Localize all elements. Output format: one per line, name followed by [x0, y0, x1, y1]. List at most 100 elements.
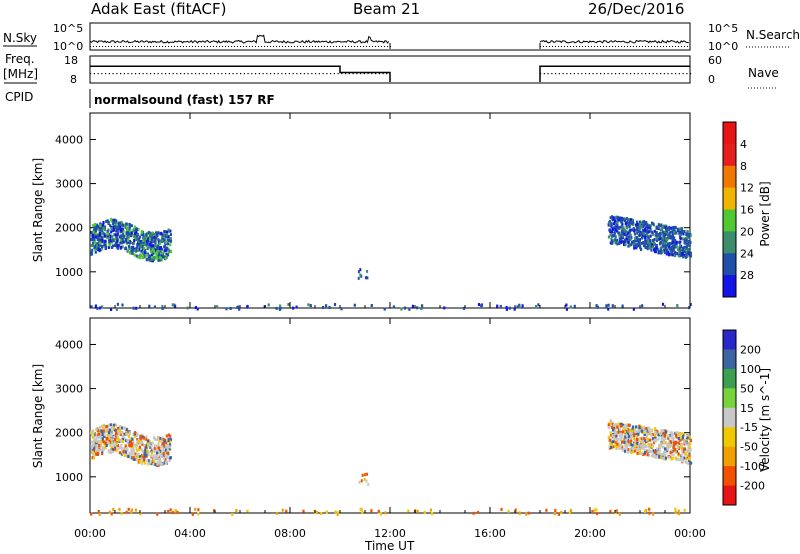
nsearch-dot [243, 46, 244, 47]
echo-cell [619, 422, 622, 426]
echo-cell [144, 235, 147, 239]
echo-cell [655, 239, 658, 243]
echo-cell [96, 440, 99, 444]
echo-cell [118, 438, 121, 442]
echo-cell [129, 440, 132, 444]
echo-cell [197, 512, 200, 516]
echo-cell [658, 454, 661, 458]
echo-cell [336, 512, 339, 516]
nsearch-dot [240, 46, 241, 47]
echo-cell [660, 429, 663, 433]
echo-cell [681, 248, 684, 252]
echo-cell [149, 460, 152, 464]
echo-cell [660, 455, 663, 459]
nsearch-dot [330, 46, 331, 47]
echo-cell [129, 241, 132, 245]
echo-cell [156, 455, 159, 459]
nsearch-dot [339, 46, 340, 47]
echo-cell [358, 480, 361, 484]
echo-cell [671, 431, 674, 435]
echo-cell [136, 233, 139, 237]
echo-cell [101, 244, 104, 248]
echo-cell [623, 440, 626, 444]
nave-dot [198, 73, 200, 75]
echo-cell [644, 430, 647, 434]
cpid-label: CPID [5, 90, 33, 104]
echo-cell [623, 448, 626, 452]
echo-cell [638, 223, 642, 226]
echo-cell [138, 460, 141, 464]
echo-cell [164, 455, 167, 458]
echo-cell [96, 244, 99, 248]
echo-cell [650, 434, 653, 438]
echo-cell [142, 247, 145, 251]
echo-cell [513, 307, 516, 311]
echo-cell [359, 273, 362, 277]
nsearch-dot [342, 46, 343, 47]
echo-cell [137, 452, 140, 456]
nave-dot [386, 73, 388, 75]
echo-cell [235, 509, 238, 512]
echo-cell [158, 258, 161, 262]
echo-cell [328, 306, 331, 309]
echo-cell [619, 432, 622, 436]
echo-cell [620, 430, 623, 434]
echo-cell [624, 445, 627, 449]
echo-cell [137, 460, 140, 464]
echo-cell [628, 220, 631, 224]
echo-cell [142, 436, 146, 440]
echo-cell [157, 256, 161, 260]
echo-cell [612, 239, 615, 243]
echo-cell [676, 444, 679, 448]
echo-cell [640, 247, 643, 251]
nave-dot [592, 73, 594, 75]
nsearch-dot [90, 46, 91, 47]
echo-cell [639, 449, 642, 452]
echo-cell [148, 440, 151, 444]
echo-cell [147, 444, 150, 448]
echo-cell [655, 453, 658, 457]
noise-top-tick-right: 10^5 [708, 22, 738, 35]
echo-cell [140, 233, 143, 236]
echo-cell [165, 252, 168, 256]
echo-cell [662, 431, 665, 435]
echo-cell [128, 443, 131, 447]
echo-cell [152, 448, 155, 452]
echo-cell [156, 462, 159, 466]
echo-cell [302, 509, 305, 513]
nsearch-dot [363, 46, 364, 47]
nsearch-dot [108, 46, 109, 47]
nave-dot [382, 73, 384, 75]
echo-cell [635, 223, 638, 227]
noise-bottom-tick-right: 10^0 [708, 40, 738, 53]
power-echoes [90, 215, 692, 311]
echo-cell [167, 452, 170, 456]
echo-cell [669, 440, 672, 444]
echo-cell [636, 223, 639, 226]
echo-cell [92, 241, 95, 245]
echo-cell [135, 231, 138, 235]
echo-cell [103, 434, 106, 438]
nave-dot [120, 73, 122, 75]
echo-cell [671, 456, 674, 460]
echo-cell [472, 511, 475, 515]
echo-cell [643, 451, 646, 455]
echo-cell [672, 231, 675, 235]
echo-cell [129, 453, 132, 457]
echo-cell [119, 429, 122, 433]
echo-cell [110, 230, 113, 234]
echo-cell [99, 426, 102, 430]
echo-cell [645, 225, 648, 229]
nave-dot [645, 73, 647, 75]
echo-cell [129, 455, 132, 459]
nsearch-dot [327, 46, 328, 47]
echo-cell [267, 303, 270, 307]
nsearch-dot [564, 46, 565, 47]
echo-cell [624, 437, 627, 441]
echo-cell [151, 256, 154, 259]
echo-cell [152, 237, 155, 241]
echo-cell [674, 442, 677, 446]
nave-dot [600, 73, 602, 75]
echo-cell [678, 458, 682, 462]
